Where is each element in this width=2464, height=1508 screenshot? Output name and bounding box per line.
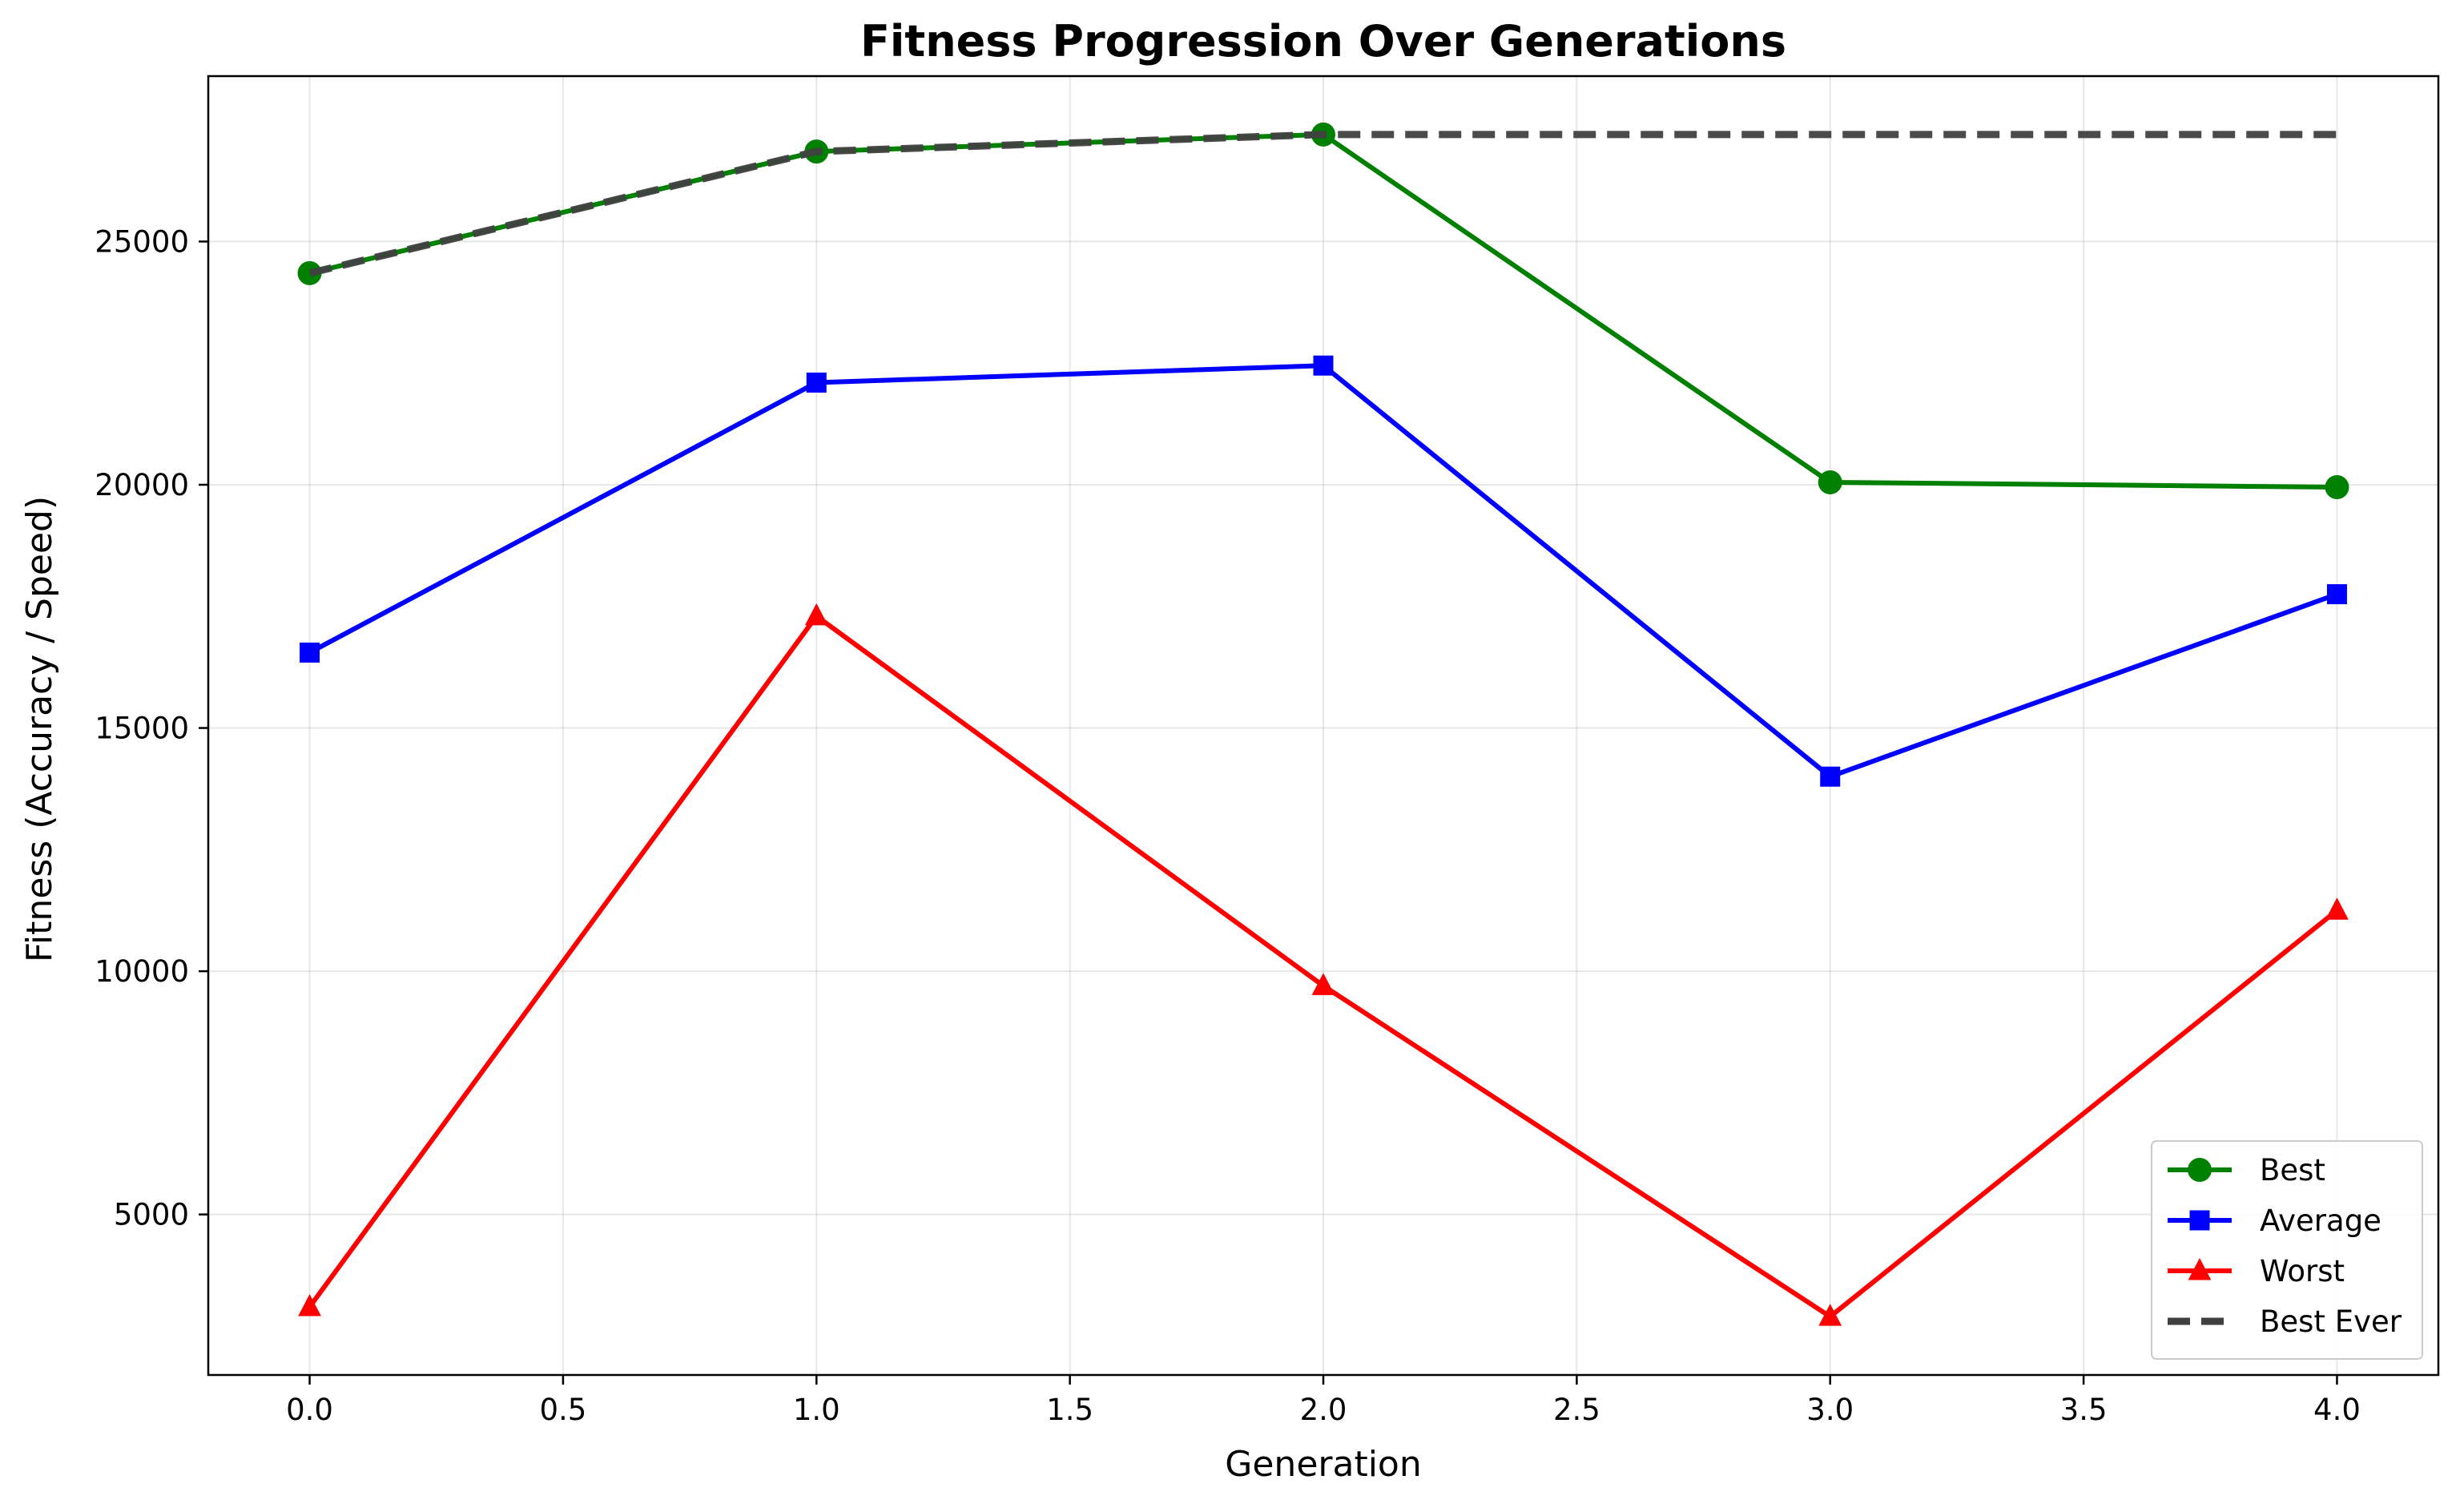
legend-label-worst: Worst (2260, 1254, 2345, 1288)
series-worst (298, 603, 2349, 1326)
y-tick-label: 20000 (95, 468, 189, 502)
data-point-worst (1818, 1304, 1842, 1326)
data-point-worst (804, 603, 828, 626)
legend-label-average: Average (2260, 1204, 2381, 1238)
data-point-best (1818, 470, 1842, 494)
series-line-best-ever (308, 131, 2337, 277)
x-tick-label: 1.5 (1046, 1393, 1093, 1427)
series-layer (297, 122, 2349, 1326)
x-tick-label: 1.0 (793, 1393, 840, 1427)
data-point-worst (1311, 973, 1335, 995)
legend-marker-worst (2188, 1258, 2212, 1280)
series-average (300, 355, 2347, 787)
data-point-best (2325, 475, 2349, 500)
legend: Best Average Worst Best Ever (2151, 1140, 2423, 1360)
data-point-worst (298, 1294, 321, 1316)
legend-label-best-ever: Best Ever (2260, 1304, 2402, 1339)
x-tick-label: 0.0 (286, 1393, 333, 1427)
legend-label-best: Best (2260, 1153, 2325, 1187)
y-tick-label: 5000 (114, 1198, 189, 1232)
x-tick-label: 3.0 (1806, 1393, 1854, 1427)
data-point-average (806, 372, 827, 393)
y-tick-label: 25000 (95, 224, 189, 259)
legend-box (2151, 1140, 2423, 1360)
legend-marker-average (2189, 1210, 2210, 1231)
x-tick-label: 0.5 (539, 1393, 586, 1427)
data-point-average (1313, 355, 1334, 376)
y-axis-label: Fitness (Accuracy / Speed) (19, 496, 60, 962)
y-tick-label: 15000 (95, 712, 189, 746)
series-best-ever (308, 131, 2337, 277)
data-point-average (2326, 584, 2347, 605)
x-tick-label: 4.0 (2313, 1393, 2361, 1427)
grid-lines (208, 76, 2438, 1375)
legend-marker-best (2188, 1158, 2212, 1182)
data-point-average (300, 642, 320, 663)
x-tick-label: 3.5 (2060, 1393, 2108, 1427)
x-tick-label: 2.5 (1553, 1393, 1600, 1427)
x-tick-label: 2.0 (1300, 1393, 1347, 1427)
chart-title: Fitness Progression Over Generations (860, 16, 1786, 67)
axes: 0.0 0.5 1.0 1.5 2.0 2.5 3.0 3.5 4.0 5000 10000 1500… (95, 75, 2440, 1427)
y-tick-label: 10000 (95, 954, 189, 989)
data-point-average (1820, 766, 1841, 787)
data-point-worst (2325, 897, 2349, 920)
x-axis-label: Generation (1225, 1444, 1421, 1485)
